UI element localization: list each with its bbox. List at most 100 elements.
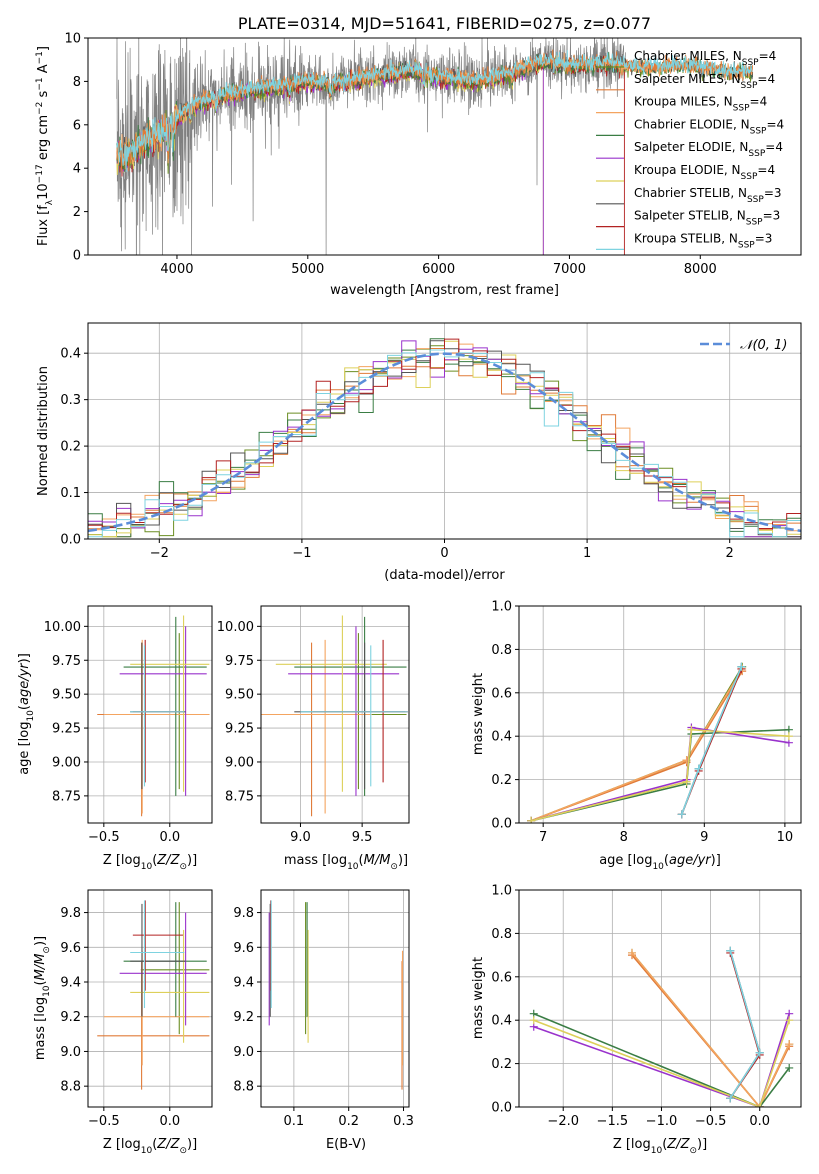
mass_vs_Z-frame — [87, 889, 213, 1108]
mass_vs_ebv-plot-area — [268, 900, 404, 1090]
y-tick-label: 9.00 — [52, 755, 81, 770]
legend-sub: SSP — [741, 81, 758, 91]
label-part: age/yr — [17, 662, 32, 705]
label-part: 10 — [652, 862, 664, 872]
weight-marker — [726, 1094, 735, 1103]
label-part: ( — [17, 705, 32, 710]
label-part: Z [log — [103, 853, 141, 868]
age_vs_Z-frame — [87, 605, 213, 824]
residuals-frame — [87, 322, 802, 540]
legend-name: Salpeter STELIB, N — [634, 209, 746, 223]
weight-marker — [687, 725, 696, 734]
x-tick-label: 0 — [440, 546, 448, 561]
x-axis-label: Z [log10(Z/Z⊙)] — [613, 1137, 707, 1156]
legend-name: Salpeter MILES, N — [634, 72, 741, 86]
y-axis-label: mass weight — [471, 673, 486, 755]
x-tick-label: −0.5 — [88, 830, 120, 845]
legend-label: Kroupa STELIB, NSSP=3 — [634, 231, 772, 250]
label-part: −2 — [35, 102, 45, 115]
label-part: Z/Z — [156, 853, 180, 868]
y-tick-label: 9.8 — [233, 906, 254, 921]
legend-label: Kroupa ELODIE, NSSP=4 — [634, 163, 775, 182]
legend-label: Salpeter STELIB, NSSP=3 — [634, 209, 780, 228]
label-part: mass [log — [284, 853, 347, 868]
label-part: −1 — [35, 77, 45, 90]
label-part: ( — [33, 980, 48, 985]
label-part: 10 — [36, 183, 51, 200]
x-tick-label: −1.0 — [646, 1114, 678, 1129]
y-tick-label: 8.8 — [233, 1080, 254, 1095]
x-tick-label: −0.5 — [88, 1114, 120, 1129]
x-tick-label: −1.5 — [597, 1114, 629, 1129]
legend-sub: SSP — [738, 240, 755, 250]
model-kroupa-stelib — [116, 50, 753, 173]
label-part: Z [log — [613, 1137, 651, 1152]
y-tick-label: 9.50 — [225, 688, 254, 703]
label-part: )] — [17, 653, 32, 663]
y-axis-label: Normed distribution — [36, 366, 51, 496]
label-part: 10 — [651, 1146, 663, 1156]
label-part: ( — [664, 853, 669, 868]
label-part: erg cm — [36, 115, 51, 164]
mass_vs_ebv-frame — [260, 889, 410, 1108]
legend-count: =4 — [759, 49, 777, 63]
label-part: s — [36, 90, 51, 101]
legend-sub: SSP — [747, 195, 764, 205]
legend-count: =3 — [763, 209, 781, 223]
label-part: 10 — [26, 710, 36, 722]
y-tick-label: 2 — [73, 205, 81, 220]
weight-marker — [784, 732, 793, 741]
label-part: ] — [36, 46, 51, 51]
y-tick-label: 4 — [73, 162, 81, 177]
weight-marker — [677, 810, 686, 819]
mass_vs_Z-plot-area — [97, 900, 210, 1090]
x-tick-label: 9.5 — [352, 830, 373, 845]
y-tick-label: 9.6 — [60, 941, 81, 956]
x-axis-label: age [log10(age/yr)] — [599, 853, 721, 872]
y-tick-label: 9.50 — [52, 688, 81, 703]
label-part: ⊙ — [42, 946, 52, 954]
legend-count: =4 — [757, 72, 775, 86]
y-axis-label: Flux [fλ10−17 erg cm−2 s−1 A−1] — [35, 46, 55, 246]
label-part: age [log — [599, 853, 652, 868]
label-part: )] — [711, 853, 721, 868]
y-tick-label: 0.4 — [491, 730, 512, 745]
x-tick-label: −1 — [292, 546, 311, 561]
x-tick-label: 0.0 — [749, 1114, 770, 1129]
legend-sub: SSP — [746, 218, 763, 228]
legend-count: =4 — [757, 163, 775, 177]
label-part: 10 — [42, 985, 52, 997]
label-part: A — [36, 64, 51, 77]
legend-name: Kroupa STELIB, N — [634, 231, 738, 245]
y-tick-label: 9.2 — [60, 1010, 81, 1025]
y-tick-label: 10.00 — [217, 620, 254, 635]
label-part: M/M — [364, 853, 391, 868]
legend-count: =4 — [750, 95, 768, 109]
legend-name: Chabrier STELIB, N — [634, 186, 747, 200]
legend-label: 𝒩(0, 1) — [740, 338, 787, 353]
y-tick-label: 9.8 — [60, 906, 81, 921]
legend-name: Kroupa MILES, N — [634, 95, 733, 109]
x-tick-label: 0.0 — [159, 830, 180, 845]
x-tick-label: −2 — [150, 546, 169, 561]
label-part: Z/Z — [666, 1137, 690, 1152]
x-axis-label: mass [log10(M/M⊙)] — [284, 853, 408, 872]
normal-curve — [88, 352, 801, 533]
label-part: 10 — [141, 862, 153, 872]
label-part: −17 — [35, 164, 45, 183]
legend-name: Chabrier ELODIE, N — [634, 117, 750, 131]
weight-line — [533, 1013, 790, 1107]
y-tick-label: 0.0 — [60, 533, 81, 548]
y-tick-label: 6 — [73, 118, 81, 133]
y-tick-label: 9.75 — [225, 654, 254, 669]
weight-marker — [682, 777, 691, 786]
label-part: age [log — [17, 722, 32, 775]
x-axis-label: wavelength [Angstrom, rest frame] — [330, 283, 559, 298]
y-tick-label: 0.4 — [60, 347, 81, 362]
weight-marker — [755, 1048, 764, 1057]
x-tick-label: 0.1 — [284, 1114, 305, 1129]
legend-sub: SSP — [748, 149, 765, 159]
y-tick-label: 0.6 — [491, 686, 512, 701]
legend-label: Salpeter ELODIE, NSSP=4 — [634, 140, 783, 159]
label-part: λ — [45, 199, 55, 205]
